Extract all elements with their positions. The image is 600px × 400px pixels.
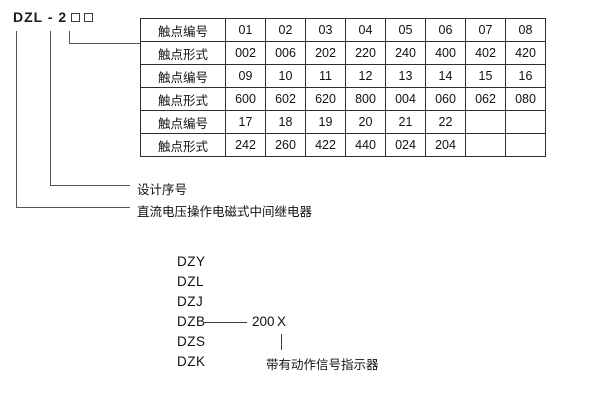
contact-form-cell: 440 — [345, 133, 386, 157]
dzb-value: 200 — [252, 314, 275, 329]
contact-number-cell — [505, 110, 546, 134]
contact-form-cell: 240 — [385, 41, 426, 65]
contact-form-cell: 202 — [305, 41, 346, 65]
contact-number-cell: 22 — [425, 110, 466, 134]
contact-number-cell: 11 — [305, 64, 346, 88]
contact-number-cell: 03 — [305, 18, 346, 42]
contact-number-cell: 04 — [345, 18, 386, 42]
contact-number-cell: 17 — [225, 110, 266, 134]
contact-number-cell: 06 — [425, 18, 466, 42]
row-header-contact-form: 触点形式 — [140, 87, 226, 111]
placeholder-box-1 — [71, 12, 81, 22]
contact-number-cell: 19 — [305, 110, 346, 134]
dzb-connector-line — [203, 322, 247, 323]
table-row: 触点编号 17 18 19 20 21 22 — [140, 110, 546, 134]
contact-form-cell: 400 — [425, 41, 466, 65]
contact-table: 触点编号 01 02 03 04 05 06 07 08 触点形式 002 00… — [140, 18, 546, 157]
row-header-contact-number: 触点编号 — [140, 64, 226, 88]
series-item-dzb: DZB — [177, 314, 206, 329]
contact-number-cell: 09 — [225, 64, 266, 88]
row-header-contact-number: 触点编号 — [140, 18, 226, 42]
connector-line-design-serial — [50, 31, 130, 186]
series-item-dzy: DZY — [177, 254, 206, 269]
placeholder-box-2 — [84, 12, 94, 22]
contact-form-cell: 602 — [265, 87, 306, 111]
contact-form-cell: 620 — [305, 87, 346, 111]
table-row: 触点形式 600 602 620 800 004 060 062 080 — [140, 87, 546, 111]
contact-form-cell: 060 — [425, 87, 466, 111]
dzb-suffix-x: X — [277, 314, 287, 329]
contact-form-cell: 024 — [385, 133, 426, 157]
table-row: 触点形式 002 006 202 220 240 400 402 420 — [140, 41, 546, 65]
contact-form-cell: 062 — [465, 87, 506, 111]
contact-number-cell: 08 — [505, 18, 546, 42]
contact-form-cell: 220 — [345, 41, 386, 65]
contact-form-cell: 002 — [225, 41, 266, 65]
connector-line-box-to-table — [69, 31, 140, 44]
row-header-contact-number: 触点编号 — [140, 110, 226, 134]
design-serial-label: 设计序号 — [137, 183, 188, 197]
contact-form-cell: 260 — [265, 133, 306, 157]
contact-number-cell: 05 — [385, 18, 426, 42]
contact-form-cell — [465, 133, 506, 157]
contact-form-cell: 242 — [225, 133, 266, 157]
series-item-dzl: DZL — [177, 274, 205, 289]
contact-form-cell: 422 — [305, 133, 346, 157]
contact-form-cell: 420 — [505, 41, 546, 65]
series-item-dzk: DZK — [177, 354, 206, 369]
contact-number-cell: 16 — [505, 64, 546, 88]
contact-number-cell: 10 — [265, 64, 306, 88]
contact-form-cell: 006 — [265, 41, 306, 65]
contact-form-cell — [505, 133, 546, 157]
series-list: DZY DZL DZJ DZB DZS DZK — [177, 252, 206, 372]
contact-form-cell: 800 — [345, 87, 386, 111]
series-item-dzs: DZS — [177, 334, 206, 349]
contact-number-cell: 18 — [265, 110, 306, 134]
x-indicator-line — [281, 334, 282, 350]
model-prefix: DZL - 2 — [13, 9, 68, 25]
contact-number-cell: 21 — [385, 110, 426, 134]
indicator-note-label: 带有动作信号指示器 — [266, 358, 379, 372]
table-row: 触点编号 01 02 03 04 05 06 07 08 — [140, 18, 546, 42]
contact-form-cell: 600 — [225, 87, 266, 111]
contact-number-cell: 14 — [425, 64, 466, 88]
contact-number-cell: 15 — [465, 64, 506, 88]
model-code: DZL - 2 — [13, 9, 94, 25]
contact-number-cell: 02 — [265, 18, 306, 42]
contact-number-cell: 01 — [225, 18, 266, 42]
contact-form-cell: 402 — [465, 41, 506, 65]
contact-form-cell: 080 — [505, 87, 546, 111]
contact-number-cell: 12 — [345, 64, 386, 88]
table-row: 触点编号 09 10 11 12 13 14 15 16 — [140, 64, 546, 88]
contact-number-cell: 07 — [465, 18, 506, 42]
contact-form-cell: 204 — [425, 133, 466, 157]
contact-number-cell: 20 — [345, 110, 386, 134]
contact-number-cell — [465, 110, 506, 134]
relay-description-label: 直流电压操作电磁式中间继电器 — [137, 205, 313, 219]
contact-form-cell: 004 — [385, 87, 426, 111]
series-item-dzj: DZJ — [177, 294, 204, 309]
connector-line-relay-desc — [16, 31, 130, 208]
row-header-contact-form: 触点形式 — [140, 133, 226, 157]
contact-number-cell: 13 — [385, 64, 426, 88]
row-header-contact-form: 触点形式 — [140, 41, 226, 65]
table-row: 触点形式 242 260 422 440 024 204 — [140, 133, 546, 157]
